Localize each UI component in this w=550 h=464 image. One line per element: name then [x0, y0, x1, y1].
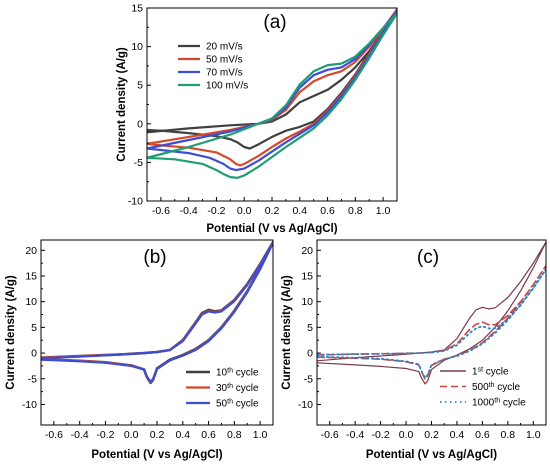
- x-tick-label-a-5: 0.4: [292, 205, 307, 217]
- x-tick-label-b-1: -0.4: [71, 429, 89, 441]
- legend-entry-b-0: 10th cycle: [216, 367, 259, 379]
- y-axis-label-c: Current density (A/g): [281, 275, 293, 390]
- series-line-a-3: [147, 12, 397, 179]
- y-tick-label-c-6: 20: [301, 245, 313, 257]
- y-tick-label-b-0: -10: [22, 399, 37, 411]
- series-line-c-0: [317, 241, 546, 385]
- y-tick-label-b-2: 0: [31, 348, 37, 360]
- legend-a: 20 mV/s 50 mV/s 70 mV/s 100 mV/s: [178, 42, 248, 92]
- x-tick-label-c-0: -0.6: [321, 429, 339, 441]
- y-tick-label-c-5: 15: [301, 270, 313, 282]
- legend-entry-b-2: 50th cycle: [216, 398, 259, 410]
- x-tick-label-b-0: -0.6: [45, 429, 63, 441]
- panel-label-c: (c): [417, 247, 439, 268]
- x-tick-label-c-7: 0.8: [501, 429, 516, 441]
- panel-label-b: (b): [143, 247, 166, 268]
- y-tick-label-b-6: 20: [25, 245, 37, 257]
- series-group-b: [41, 240, 273, 385]
- y-tick-label-c-2: 0: [307, 348, 313, 360]
- x-tick-label-a-3: 0.0: [237, 205, 252, 217]
- x-axis-label-b: Potential (V vs Ag/AgCl): [91, 449, 222, 461]
- x-tick-label-b-5: 0.4: [175, 429, 190, 441]
- y-tick-label-c-4: 10: [301, 296, 313, 308]
- y-tick-label-a-1: -5: [134, 157, 143, 169]
- x-tick-label-b-3: 0.0: [124, 429, 139, 441]
- legend-entry-c-0: 1st cycle: [472, 366, 509, 378]
- x-tick-label-a-6: 0.6: [320, 205, 335, 217]
- panel-label-a: (a): [263, 12, 286, 33]
- x-tick-label-c-5: 0.4: [450, 429, 465, 441]
- y-tick-label-a-2: 0: [137, 118, 143, 130]
- legend-c: 1st cycle 500th cycle 1000th cycle: [440, 366, 526, 409]
- series-line-a-2: [147, 10, 397, 172]
- y-tick-label-a-5: 15: [131, 3, 143, 15]
- x-tick-label-b-7: 0.8: [227, 429, 242, 441]
- legend-entry-a-0: 20 mV/s: [206, 42, 243, 53]
- y-tick-label-c-1: -5: [304, 373, 313, 385]
- x-axis-label-a: Potential (V vs Ag/AgCl): [206, 223, 337, 235]
- x-tick-label-c-4: 0.2: [424, 429, 439, 441]
- y-tick-label-b-4: 10: [25, 296, 37, 308]
- legend-entry-c-1: 500th cycle: [472, 382, 521, 394]
- y-tick-label-a-3: 5: [137, 80, 143, 92]
- y-tick-label-b-1: -5: [28, 373, 37, 385]
- series-line-c-2: [317, 268, 546, 380]
- x-tick-label-a-7: 0.8: [348, 205, 363, 217]
- y-tick-label-c-0: -10: [298, 399, 313, 411]
- x-tick-label-c-8: 1.0: [526, 429, 541, 441]
- y-axis-label-a: Current density (A/g): [116, 47, 128, 162]
- x-tick-label-a-0: -0.6: [152, 205, 170, 217]
- x-tick-label-b-8: 1.0: [253, 429, 268, 441]
- legend-entry-a-3: 100 mV/s: [206, 81, 248, 92]
- x-tick-label-b-2: -0.2: [96, 429, 114, 441]
- y-tick-label-a-0: -10: [128, 196, 143, 208]
- x-tick-label-c-6: 0.6: [475, 429, 490, 441]
- x-tick-label-a-8: 1.0: [376, 205, 391, 217]
- x-tick-label-c-1: -0.4: [346, 429, 364, 441]
- x-tick-label-a-2: -0.2: [207, 205, 225, 217]
- y-axis-label-b: Current density (A/g): [5, 275, 17, 390]
- y-tick-label-a-4: 10: [131, 41, 143, 53]
- x-tick-label-c-2: -0.2: [372, 429, 390, 441]
- x-tick-label-a-4: 0.2: [265, 205, 280, 217]
- legend-entry-a-1: 50 mV/s: [206, 55, 243, 66]
- x-tick-label-a-1: -0.4: [180, 205, 198, 217]
- legend-b: 10th cycle 30th cycle 50th cycle: [186, 367, 259, 410]
- y-tick-label-b-3: 5: [31, 322, 37, 334]
- panel-c: -0.6 -0.4 -0.2 0.0 0.2 0.4 0.6 0.8 1.0 -10 -5 0 5 10 1…: [281, 239, 547, 461]
- series-line-c-1: [317, 264, 546, 381]
- plot-frame-a: [146, 7, 398, 202]
- legend-entry-c-2: 1000th cycle: [472, 397, 526, 409]
- x-axis-label-c: Potential (V vs Ag/AgCl): [366, 449, 497, 461]
- legend-entry-b-1: 30th cycle: [216, 383, 259, 395]
- x-tick-label-b-6: 0.6: [201, 429, 216, 441]
- x-tick-label-b-4: 0.2: [150, 429, 165, 441]
- y-tick-label-b-5: 15: [25, 270, 37, 282]
- y-tick-label-c-3: 5: [307, 322, 313, 334]
- series-group-c: [317, 241, 546, 385]
- series-line-b-2: [41, 242, 273, 383]
- panel-b: -0.6 -0.4 -0.2 0.0 0.2 0.4 0.6 0.8 1.0 -10 -5 0 5 10 1…: [5, 239, 274, 461]
- series-group-a: [147, 8, 397, 179]
- panel-a: -0.6 -0.4 -0.2 0.0 0.2 0.4 0.6 0.8 1.0 -10 -5 0 5 10 1…: [116, 3, 398, 235]
- x-tick-label-c-3: 0.0: [399, 429, 414, 441]
- legend-entry-a-2: 70 mV/s: [206, 68, 243, 79]
